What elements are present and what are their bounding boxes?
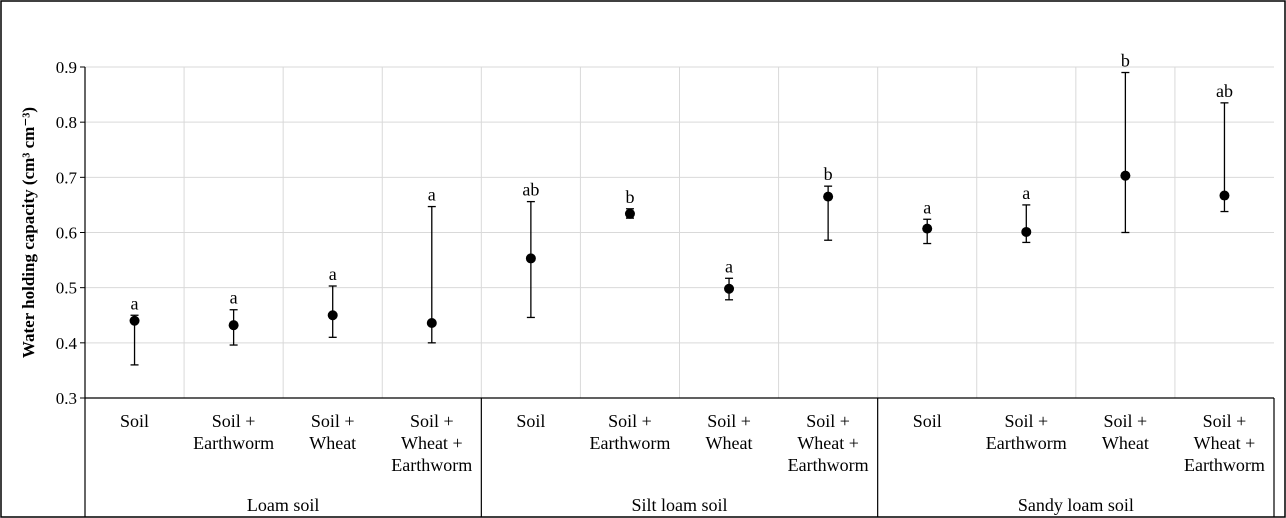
category-label: Wheat + (401, 433, 463, 453)
group-label: Sandy loam soil (1018, 495, 1134, 515)
category-label: Wheat (706, 433, 753, 453)
significance-letter: a (923, 197, 931, 217)
data-point (525, 253, 536, 264)
data-point (922, 223, 933, 234)
significance-letter: b (1121, 51, 1130, 71)
category-label: Earthworm (986, 433, 1067, 453)
y-axis-label: Water holding capacity (cm³ cm⁻³) (19, 107, 38, 358)
y-tick-label: 0.8 (56, 113, 77, 132)
category-label: Earthworm (1184, 455, 1265, 475)
significance-letter: ab (1216, 81, 1233, 101)
axis-layer (80, 66, 1275, 517)
group-label: Silt loam soil (631, 495, 727, 515)
category-label: Soil + (1104, 411, 1148, 431)
category-label: Soil (516, 411, 545, 431)
data-point (1120, 170, 1131, 181)
data-point (823, 191, 834, 202)
data-point (1219, 190, 1230, 201)
grid-layer (85, 66, 1274, 398)
label-layer: 0.3 0.4 0.5 0.6 0.7 0.8 0.9 Loam soil Silt loam … (56, 51, 1265, 515)
significance-letter: a (131, 293, 139, 313)
category-label: Wheat + (797, 433, 859, 453)
group-label: Loam soil (247, 495, 320, 515)
data-point (624, 208, 635, 219)
category-label: Earthworm (193, 433, 274, 453)
category-label: Soil + (707, 411, 751, 431)
y-tick-label: 0.5 (56, 279, 77, 298)
category-label: Earthworm (589, 433, 670, 453)
category-label: Earthworm (391, 455, 472, 475)
significance-letter: b (625, 187, 634, 207)
category-label: Soil + (311, 411, 355, 431)
category-label: Soil (913, 411, 942, 431)
significance-letter: a (428, 185, 436, 205)
significance-letter: a (725, 256, 733, 276)
data-point (1021, 226, 1032, 237)
category-label: Soil + (212, 411, 256, 431)
data-point (724, 283, 735, 294)
y-tick-label: 0.3 (56, 389, 77, 408)
category-label: Wheat + (1194, 433, 1256, 453)
category-label: Soil (120, 411, 149, 431)
category-label: Soil + (608, 411, 652, 431)
data-point (327, 310, 338, 321)
y-tick-label: 0.6 (56, 224, 77, 243)
mark-layer (129, 71, 1230, 366)
category-label: Soil + (1004, 411, 1048, 431)
data-point (129, 315, 140, 326)
significance-letter: b (824, 164, 833, 184)
category-label: Wheat (309, 433, 356, 453)
significance-letter: ab (522, 180, 539, 200)
category-label: Soil + (806, 411, 850, 431)
data-point (426, 317, 437, 328)
category-label: Soil + (410, 411, 454, 431)
y-tick-label: 0.4 (56, 334, 78, 353)
significance-letter: a (1022, 183, 1030, 203)
y-tick-label: 0.7 (56, 168, 78, 187)
category-label: Wheat (1102, 433, 1149, 453)
category-label: Earthworm (788, 455, 869, 475)
significance-letter: a (329, 264, 337, 284)
significance-letter: a (230, 288, 238, 308)
data-point (228, 320, 239, 331)
category-label: Soil + (1203, 411, 1247, 431)
y-tick-label: 0.9 (56, 58, 77, 77)
